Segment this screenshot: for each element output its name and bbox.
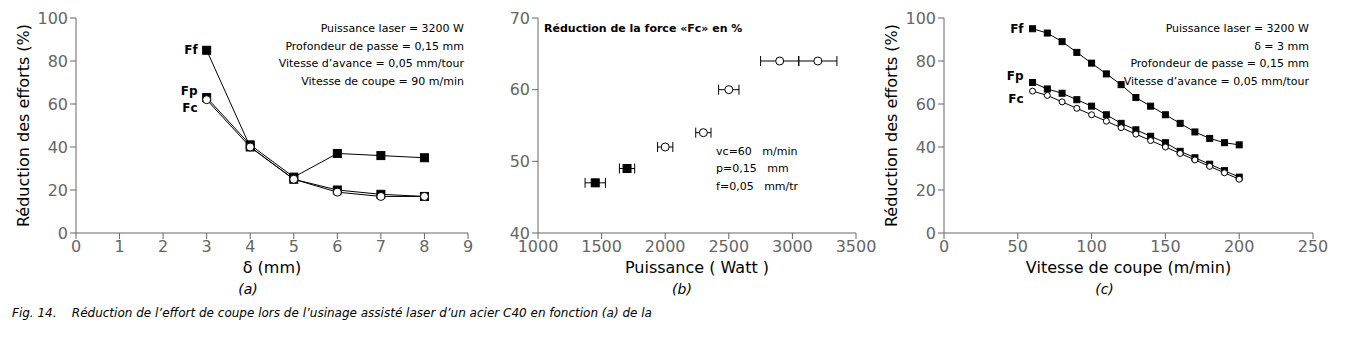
svg-text:50: 50 <box>1008 237 1028 256</box>
svg-text:3: 3 <box>202 237 212 256</box>
svg-text:0: 0 <box>926 224 936 243</box>
svg-text:150: 150 <box>1150 237 1181 256</box>
svg-text:3000: 3000 <box>772 237 813 256</box>
svg-text:50: 50 <box>510 152 530 171</box>
svg-text:Vitesse de coupe (m/min): Vitesse de coupe (m/min) <box>1026 258 1231 277</box>
svg-text:7: 7 <box>376 237 386 256</box>
svg-text:100: 100 <box>905 9 936 28</box>
svg-text:1500: 1500 <box>581 237 622 256</box>
svg-text:1: 1 <box>114 237 124 256</box>
svg-text:Fp: Fp <box>181 84 198 98</box>
html-text:(a): (a) <box>238 281 258 297</box>
svg-text:Puissance ( Watt ): Puissance ( Watt ) <box>625 258 769 277</box>
html-text:Puissance laser = 3200 W: Puissance laser = 3200 W <box>1165 22 1309 35</box>
svg-text:60: 60 <box>510 80 530 99</box>
svg-text:δ (mm): δ (mm) <box>243 258 302 277</box>
svg-text:4: 4 <box>245 237 255 256</box>
svg-text:80: 80 <box>48 52 68 71</box>
svg-text:100: 100 <box>1076 237 1107 256</box>
svg-text:9: 9 <box>463 237 473 256</box>
html-text:vc=60 m/min: vc=60 m/min <box>716 144 798 158</box>
html-text:Vitesse d’avance = 0,05 mm/tou: Vitesse d’avance = 0,05 mm/tour <box>278 57 464 71</box>
svg-text:60: 60 <box>48 95 68 114</box>
html-text:(b): (b) <box>672 281 692 297</box>
svg-text:40: 40 <box>48 138 68 157</box>
html-text:Profondeur de passe = 0,15 mm: Profondeur de passe = 0,15 mm <box>1130 57 1309 71</box>
html-text:(c): (c) <box>1095 281 1114 297</box>
svg-text:Réduction des efforts (%): Réduction des efforts (%) <box>882 24 901 227</box>
svg-text:Fc: Fc <box>182 101 197 115</box>
svg-text:70: 70 <box>510 9 530 28</box>
svg-text:200: 200 <box>1224 237 1255 256</box>
svg-text:Fc: Fc <box>1008 92 1023 106</box>
svg-text:1000: 1000 <box>517 237 559 257</box>
svg-text:5: 5 <box>289 237 299 256</box>
svg-text:0: 0 <box>71 237 81 256</box>
svg-text:6: 6 <box>332 237 342 256</box>
html-text:f=0,05 mm/tr: f=0,05 mm/tr <box>716 179 799 193</box>
html-text:Profondeur de passe = 0,15 mm: Profondeur de passe = 0,15 mm <box>285 39 464 53</box>
svg-text:20: 20 <box>48 181 68 200</box>
svg-text:3500: 3500 <box>836 237 876 256</box>
html-text:Réduction de la force «Fc» en: Réduction de la force «Fc» en % <box>544 22 743 35</box>
html-text:Vitesse d’avance = 0,05 mm/tou: Vitesse d’avance = 0,05 mm/tour <box>1123 74 1309 88</box>
svg-text:60: 60 <box>916 95 936 114</box>
svg-text:40: 40 <box>510 224 530 243</box>
html-text:Vitesse de coupe = 90 m/min: Vitesse de coupe = 90 m/min <box>301 74 464 88</box>
svg-text:2500: 2500 <box>708 237 749 256</box>
html-text:Fig. 14. Réduction de l’effort: Fig. 14. Réduction de l’effort de coupe … <box>12 306 652 320</box>
svg-text:2: 2 <box>158 237 168 256</box>
svg-text:40: 40 <box>916 138 936 157</box>
svg-text:0: 0 <box>58 224 68 243</box>
svg-text:250: 250 <box>1298 237 1329 256</box>
svg-text:Ff: Ff <box>1010 22 1024 36</box>
html-text:Puissance laser = 3200 W: Puissance laser = 3200 W <box>320 22 464 35</box>
svg-text:100: 100 <box>37 9 68 28</box>
svg-text:20: 20 <box>916 181 936 200</box>
svg-text:Fp: Fp <box>1007 69 1024 83</box>
svg-text:0: 0 <box>939 237 949 256</box>
svg-text:2000: 2000 <box>645 237 686 256</box>
svg-text:8: 8 <box>419 237 429 256</box>
html-text:δ = 3 mm: δ = 3 mm <box>1254 39 1309 53</box>
svg-text:80: 80 <box>916 52 936 71</box>
html-text:p=0,15 mm: p=0,15 mm <box>716 162 789 176</box>
svg-text:Ff: Ff <box>184 43 198 57</box>
svg-text:Réduction des efforts (%): Réduction des efforts (%) <box>14 24 33 227</box>
